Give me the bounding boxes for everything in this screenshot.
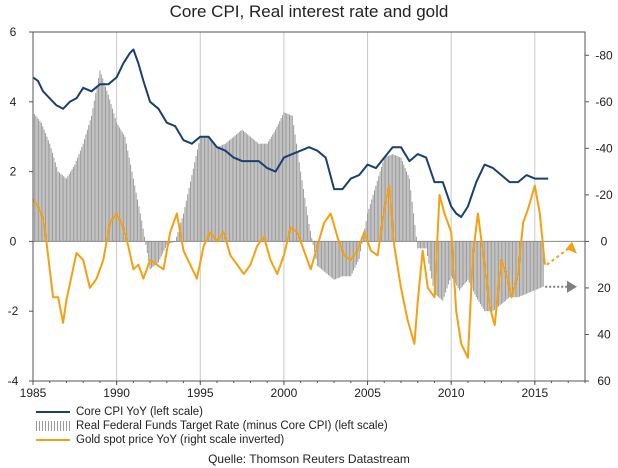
- y-left-tick-label--4: -4: [8, 374, 19, 388]
- legend-label-gold: Gold spot price YoY (right scale inverte…: [76, 434, 285, 446]
- projection-arrows: [545, 241, 577, 293]
- gold-yoy-line: [33, 184, 546, 359]
- x-tick-label-2005: 2005: [354, 386, 381, 400]
- x-tick-label-1990: 1990: [103, 386, 130, 400]
- y-right-tick-label--80: -80: [595, 48, 613, 62]
- gold-projection-arrowhead: [566, 241, 577, 254]
- legend-swatch-core-cpi: [36, 407, 70, 417]
- source-note: Quelle: Thomson Reuters Datastream: [208, 452, 410, 466]
- x-tick-label-1995: 1995: [187, 386, 214, 400]
- y-right-tick-label--40: -40: [595, 141, 613, 155]
- y-left-tick-label-0: 0: [10, 234, 17, 248]
- y-right-tick-label-60: 60: [597, 374, 611, 388]
- plot-frame: [32, 31, 586, 382]
- chart-title: Core CPI, Real interest rate and gold: [169, 2, 449, 21]
- x-tick-label-1985: 1985: [20, 386, 47, 400]
- y-right-tick-label-40: 40: [597, 327, 611, 341]
- series-lines: [33, 48, 549, 359]
- legend-item-gold: Gold spot price YoY (right scale inverte…: [36, 433, 388, 447]
- y-right-tick-label-0: 0: [601, 234, 608, 248]
- core-cpi-line: [33, 48, 549, 218]
- legend-swatch-gold: [36, 435, 70, 445]
- legend-label-core-cpi: Core CPI YoY (left scale): [76, 406, 203, 418]
- legend-item-real-rate: Real Federal Funds Target Rate (minus Co…: [36, 419, 388, 433]
- x-tick-label-2000: 2000: [271, 386, 298, 400]
- axes: 1985 1990 1995 2000 2005 2010 2015-4-20246-80-…: [8, 25, 613, 400]
- y-right-tick-label--60: -60: [595, 95, 613, 109]
- y-right-tick-label-20: 20: [597, 281, 611, 295]
- x-tick-label-2010: 2010: [438, 386, 465, 400]
- y-left-tick-label-2: 2: [10, 165, 17, 179]
- legend-swatch-real-rate: [36, 421, 70, 431]
- y-left-tick-label-6: 6: [10, 25, 17, 39]
- legend: Core CPI YoY (left scale) Real Federal F…: [36, 405, 388, 447]
- y-left-tick-label-4: 4: [10, 95, 17, 109]
- real-rate-bars: [33, 70, 544, 312]
- x-tick-label-2015: 2015: [521, 386, 548, 400]
- legend-label-real-rate: Real Federal Funds Target Rate (minus Co…: [76, 420, 388, 432]
- y-right-tick-label--20: -20: [595, 188, 613, 202]
- gold-projection-arrow: [546, 245, 572, 266]
- y-left-tick-label--2: -2: [8, 304, 19, 318]
- legend-item-core-cpi: Core CPI YoY (left scale): [36, 405, 388, 419]
- real-rate-projection-arrowhead: [567, 280, 577, 293]
